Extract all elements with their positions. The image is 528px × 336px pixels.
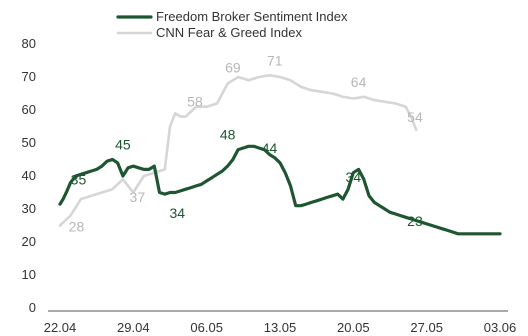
x-axis: 22.04 29.04 06.05 13.05 20.05 27.05 03.06: [44, 310, 517, 335]
series-line-freedom-broker: [58, 144, 502, 236]
data-label-cnn-fear-greed: 37: [130, 189, 146, 205]
data-label-cnn-fear-greed: 58: [187, 94, 203, 110]
data-labels: 35 45 34 48 44 34 23 28 37 58 69 71 64 54: [69, 53, 423, 235]
y-tick-label: 10: [22, 267, 36, 282]
x-tick-label: 22.04: [44, 320, 77, 335]
data-label-freedom-broker: 44: [262, 140, 278, 156]
data-label-cnn-fear-greed: 71: [267, 53, 283, 69]
data-label-freedom-broker: 35: [71, 172, 87, 188]
series-line-cnn-fear-greed: [58, 74, 418, 227]
legend-label: Freedom Broker Sentiment Index: [156, 9, 348, 24]
y-tick-label: 20: [22, 234, 36, 249]
data-label-freedom-broker: 23: [407, 213, 423, 229]
x-tick-label: 29.04: [117, 320, 150, 335]
data-label-freedom-broker: 48: [220, 127, 236, 143]
data-label-cnn-fear-greed: 28: [69, 219, 85, 235]
y-axis: 0 10 20 30 40 50 60 70 80: [22, 36, 36, 315]
y-tick-label: 60: [22, 102, 36, 117]
data-label-freedom-broker: 34: [346, 169, 362, 185]
legend-label: CNN Fear & Greed Index: [156, 25, 302, 40]
data-label-freedom-broker: 34: [169, 205, 185, 221]
y-tick-label: 30: [22, 201, 36, 216]
x-tick-label: 27.05: [410, 320, 443, 335]
data-label-freedom-broker: 45: [115, 137, 131, 153]
y-tick-label: 50: [22, 135, 36, 150]
data-label-cnn-fear-greed: 69: [225, 59, 241, 75]
series-layer: [58, 74, 502, 236]
y-tick-label: 40: [22, 168, 36, 183]
y-tick-label: 0: [29, 300, 36, 315]
data-label-cnn-fear-greed: 54: [407, 109, 423, 125]
y-tick-label: 80: [22, 36, 36, 51]
data-label-cnn-fear-greed: 64: [351, 74, 367, 90]
y-tick-label: 70: [22, 69, 36, 84]
x-tick-label: 06.05: [190, 320, 223, 335]
x-tick-label: 20.05: [337, 320, 370, 335]
x-tick-label: 13.05: [264, 320, 297, 335]
x-tick-label: 03.06: [484, 320, 517, 335]
